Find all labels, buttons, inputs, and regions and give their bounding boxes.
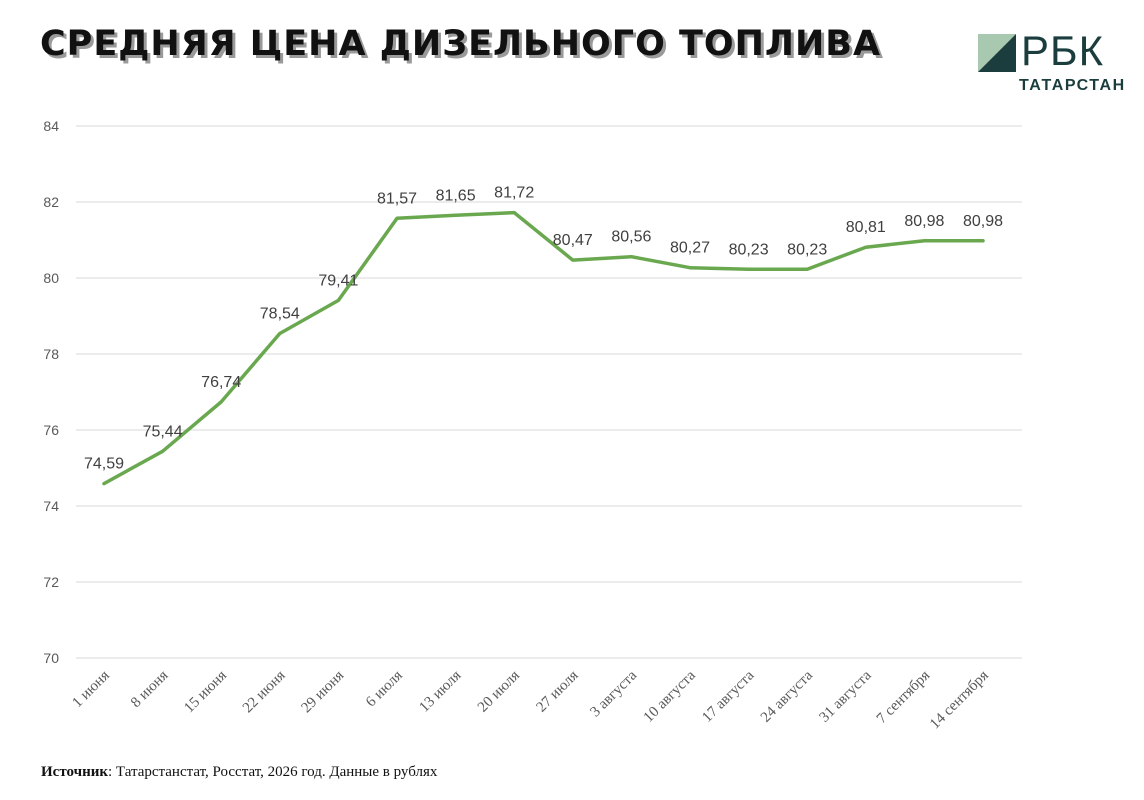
source-text: : Татарстанстат, Росстат, 2026 год. Данн… xyxy=(108,764,438,780)
x-tick-label: 20 июля xyxy=(475,667,523,715)
data-point xyxy=(161,449,165,453)
y-tick-label: 76 xyxy=(43,422,59,438)
data-label: 80,23 xyxy=(729,241,769,258)
data-label: 74,59 xyxy=(84,456,124,473)
data-label: 81,57 xyxy=(377,190,417,207)
x-tick-label: 22 июня xyxy=(240,667,289,716)
data-label: 80,47 xyxy=(553,232,593,249)
data-label: 80,81 xyxy=(846,219,886,236)
logo-text: РБК xyxy=(1021,27,1105,74)
data-label: 78,54 xyxy=(260,305,300,322)
data-point xyxy=(219,400,223,404)
data-label: 80,23 xyxy=(787,241,827,258)
data-label: 80,98 xyxy=(904,213,944,230)
x-tick-label: 24 августа xyxy=(758,667,816,725)
y-tick-label: 70 xyxy=(43,650,59,666)
x-tick-label: 7 сентября xyxy=(874,667,934,727)
data-label: 76,74 xyxy=(201,374,241,391)
data-label: 81,72 xyxy=(494,185,534,202)
x-tick-label: 1 июня xyxy=(69,667,112,710)
source-note: Источник: Татарстанстат, Росстат, 2026 г… xyxy=(41,764,437,781)
logo-subtitle: ТАТАРСТАН xyxy=(1019,77,1126,94)
data-label: 75,44 xyxy=(143,423,183,440)
data-label: 81,65 xyxy=(436,187,476,204)
x-tick-label: 13 июля xyxy=(416,667,464,715)
x-tick-label: 15 июня xyxy=(181,667,230,716)
chart-title: СРЕДНЯЯ ЦЕНА ДИЗЕЛЬНОГО ТОПЛИВА xyxy=(40,24,882,64)
data-label: 79,41 xyxy=(318,272,358,289)
x-tick-label: 8 июня xyxy=(128,667,171,710)
data-point xyxy=(102,482,106,486)
data-label: 80,56 xyxy=(611,229,651,246)
x-tick-label: 17 августа xyxy=(699,667,757,725)
y-tick-label: 80 xyxy=(43,270,59,286)
data-label: 80,27 xyxy=(670,240,710,257)
x-tick-label: 10 августа xyxy=(641,667,699,725)
series-line xyxy=(102,210,985,486)
data-point xyxy=(512,211,516,215)
data-point xyxy=(981,239,985,243)
x-tick-label: 6 июля xyxy=(363,667,406,710)
data-point xyxy=(336,298,340,302)
x-tick-label: 31 августа xyxy=(817,667,875,725)
source-label: Источник xyxy=(41,764,108,780)
data-point xyxy=(571,258,575,262)
rbc-logo-icon xyxy=(978,34,1016,72)
y-tick-label: 82 xyxy=(43,194,59,210)
data-point xyxy=(454,213,458,217)
data-point xyxy=(688,266,692,270)
x-tick-label: 29 июня xyxy=(298,667,347,716)
data-label: 80,98 xyxy=(963,213,1003,230)
rbc-logo: РБК ТАТАРСТАН xyxy=(975,27,1135,97)
data-point xyxy=(278,331,282,335)
y-tick-label: 78 xyxy=(43,346,59,362)
data-point xyxy=(747,267,751,271)
data-point xyxy=(864,245,868,249)
y-tick-label: 72 xyxy=(43,574,59,590)
data-point xyxy=(395,216,399,220)
x-tick-label: 14 сентября xyxy=(927,667,992,732)
x-tick-label: 27 июля xyxy=(534,667,582,715)
data-point xyxy=(629,255,633,259)
x-tick-label: 3 августа xyxy=(587,667,640,720)
y-tick-label: 74 xyxy=(43,498,59,514)
data-point xyxy=(805,267,809,271)
y-tick-label: 84 xyxy=(43,118,59,134)
data-point xyxy=(922,239,926,243)
